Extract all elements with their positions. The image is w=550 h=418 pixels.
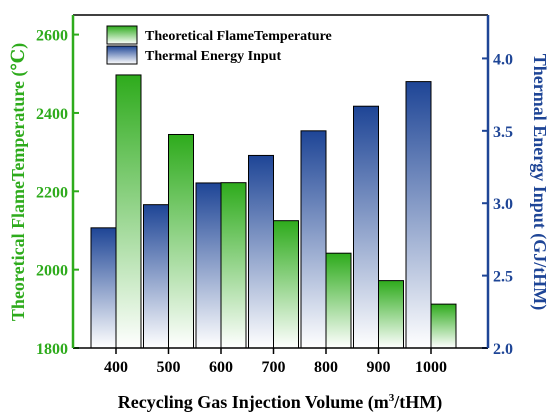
left-tick-label-2000: 2000 — [36, 263, 68, 280]
bar-flame-temperature-700 — [273, 220, 299, 349]
bar-flame-temperature-400 — [115, 74, 142, 349]
x-tick-label-900: 900 — [367, 359, 391, 376]
x-tick-label-700: 700 — [262, 359, 286, 376]
bar-thermal-energy-800 — [300, 130, 327, 349]
x-tick-label-600: 600 — [209, 359, 233, 376]
bar-thermal-energy-600 — [195, 182, 222, 349]
right-tick-label-2.5: 2.5 — [493, 269, 513, 286]
legend-label-flame-temperature: Theoretical FlameTemperature — [145, 29, 332, 44]
legend-swatch-flame-temperature — [106, 25, 138, 45]
right-tick-label-2.0: 2.0 — [493, 341, 513, 358]
right-tick-label-4.0: 4.0 — [493, 51, 513, 68]
left-tick-label-2200: 2200 — [36, 184, 68, 201]
bar-flame-temperature-800 — [325, 252, 352, 349]
right-axis-title: Thermal Energy Input (GJ/tHM) — [529, 54, 550, 311]
x-axis-title-tail: /tHM) — [393, 392, 442, 413]
left-axis-ticks: 1800 2000 2200 2400 2600 — [36, 28, 79, 358]
x-tick-label-400: 400 — [104, 359, 128, 376]
x-axis-title-superscript: 3 — [389, 392, 395, 404]
bars-group — [90, 74, 457, 349]
left-tick-label-2400: 2400 — [36, 106, 68, 123]
x-tick-label-800: 800 — [314, 359, 338, 376]
legend-label-thermal-energy: Thermal Energy Input — [145, 49, 281, 64]
right-axis-ticks: 2.0 2.5 3.0 3.5 4.0 — [482, 51, 513, 358]
bar-thermal-energy-1000 — [405, 81, 432, 349]
bar-thermal-energy-900 — [353, 105, 379, 349]
bar-flame-temperature-600 — [220, 182, 247, 349]
x-axis-title: Recycling Gas Injection Volume (m3/tHM) — [118, 392, 442, 413]
right-tick-label-3.0: 3.0 — [493, 196, 513, 213]
right-tick-label-3.5: 3.5 — [493, 124, 513, 141]
bar-flame-temperature-900 — [378, 280, 404, 349]
bar-thermal-energy-400 — [90, 227, 117, 349]
x-axis-title-main: Recycling Gas Injection Volume (m — [118, 392, 389, 413]
left-tick-label-2600: 2600 — [36, 28, 68, 45]
bar-flame-temperature-1000 — [430, 303, 457, 349]
legend: Theoretical FlameTemperature Thermal Ene… — [106, 25, 332, 65]
bar-thermal-energy-500 — [143, 204, 169, 349]
bar-thermal-energy-700 — [248, 154, 274, 349]
bar-flame-temperature-500 — [168, 133, 194, 349]
legend-swatch-thermal-energy — [106, 45, 138, 65]
x-tick-label-500: 500 — [157, 359, 181, 376]
x-axis-ticks: 400 500 600 700 800 900 1000 — [104, 348, 447, 376]
left-tick-label-1800: 1800 — [36, 341, 68, 358]
x-tick-label-1000: 1000 — [415, 359, 447, 376]
left-axis-title: Theoretical FlameTemperature (℃) — [8, 43, 29, 321]
